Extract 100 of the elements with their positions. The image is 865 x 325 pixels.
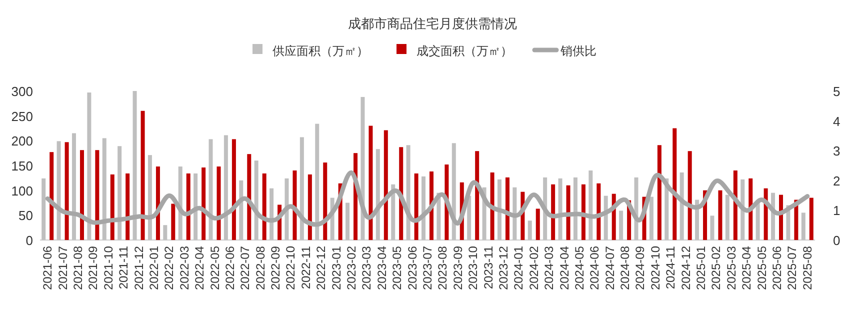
x-tick-label: 2023-08 xyxy=(436,246,450,290)
bar xyxy=(110,174,114,240)
x-tick-label: 2023-07 xyxy=(420,246,434,290)
x-tick-label: 2025-06 xyxy=(770,246,784,290)
bar xyxy=(262,173,266,240)
x-tick-label: 2023-12 xyxy=(496,246,510,290)
bar xyxy=(118,146,122,240)
bar xyxy=(672,128,677,240)
bar xyxy=(148,155,152,240)
legend-label: 成交面积（万㎡） xyxy=(416,44,512,58)
x-tick-label: 2025-03 xyxy=(724,246,738,290)
bar xyxy=(50,152,54,240)
bar xyxy=(368,126,373,240)
x-tick-label: 2021-07 xyxy=(56,246,70,290)
x-tick-label: 2021-12 xyxy=(132,246,146,290)
bar xyxy=(680,172,684,240)
x-tick-label: 2022-11 xyxy=(298,246,313,290)
x-tick-label: 2024-04 xyxy=(557,246,572,290)
x-tick-label: 2021-06 xyxy=(40,246,55,290)
x-tick-label: 2023-04 xyxy=(374,246,389,290)
y2-tick-label: 0 xyxy=(833,233,840,248)
y-tick-label: 0 xyxy=(26,233,33,248)
x-tick-label: 2022-08 xyxy=(253,246,268,290)
x-tick-label: 2022-06 xyxy=(222,246,237,290)
bar xyxy=(536,208,540,240)
bar xyxy=(247,154,252,240)
x-tick-label: 2023-10 xyxy=(466,246,480,290)
x-tick-label: 2024-12 xyxy=(678,246,693,290)
y-tick-label: 200 xyxy=(11,134,33,149)
x-tick-label: 2024-01 xyxy=(512,246,526,290)
x-tick-label: 2023-05 xyxy=(390,246,404,290)
bar xyxy=(725,194,730,240)
bar xyxy=(551,184,556,240)
bar xyxy=(132,91,137,240)
line-series xyxy=(45,170,810,227)
bar xyxy=(756,200,760,240)
x-tick-label: 2023-01 xyxy=(329,246,344,290)
bar xyxy=(505,177,510,240)
x-tick-label: 2022-10 xyxy=(284,246,298,290)
x-tick-label: 2024-10 xyxy=(648,246,662,290)
bar xyxy=(422,176,426,240)
bar xyxy=(186,173,190,240)
bar xyxy=(512,187,517,240)
bar xyxy=(657,145,662,240)
bar xyxy=(284,178,289,240)
bar xyxy=(224,135,228,240)
chart-title: 成都市商品住宅月度供需情况 xyxy=(348,16,517,31)
bar xyxy=(202,167,206,240)
bar xyxy=(490,172,494,240)
x-tick-label: 2022-04 xyxy=(192,246,207,290)
x-tick-label: 2022-05 xyxy=(208,246,222,290)
bar xyxy=(566,185,570,240)
bar xyxy=(809,198,814,240)
y-tick-label: 150 xyxy=(11,158,33,174)
x-tick-label: 2021-09 xyxy=(86,246,100,290)
y2-tick-label: 1 xyxy=(833,203,840,218)
x-tick-label: 2024-06 xyxy=(588,246,602,290)
bar xyxy=(171,204,176,240)
bar xyxy=(581,184,586,240)
bar xyxy=(748,178,753,240)
x-tick-label: 2021-10 xyxy=(101,246,116,290)
y2-tick-label: 5 xyxy=(833,84,840,99)
bar xyxy=(315,124,320,240)
bar xyxy=(163,225,168,240)
bar xyxy=(376,149,380,240)
bar xyxy=(801,212,806,240)
x-tick-label: 2024-08 xyxy=(618,246,632,290)
bar xyxy=(216,166,221,240)
bar xyxy=(391,184,396,240)
y-tick-label: 50 xyxy=(18,208,33,224)
bar xyxy=(239,180,244,240)
bar xyxy=(323,162,328,240)
bar xyxy=(232,139,236,240)
x-tick-label: 2022-12 xyxy=(314,246,328,290)
x-tick-label: 2024-09 xyxy=(633,246,648,290)
bar xyxy=(573,177,578,240)
x-tick-label: 2025-07 xyxy=(785,246,800,290)
y2-tick-label: 3 xyxy=(833,144,840,159)
x-tick-label: 2023-02 xyxy=(344,246,359,290)
bar xyxy=(254,160,258,240)
x-tick-label: 2024-07 xyxy=(602,246,617,290)
bar xyxy=(346,202,350,240)
bar xyxy=(42,178,46,240)
bar xyxy=(497,179,502,240)
bar xyxy=(194,173,198,240)
bar xyxy=(710,216,714,240)
bar xyxy=(718,190,722,240)
bar xyxy=(56,141,61,240)
y2-tick-label: 2 xyxy=(833,173,840,188)
bar xyxy=(80,150,84,240)
bar xyxy=(64,142,69,240)
x-tick-label: 2022-07 xyxy=(238,246,252,290)
x-tick-label: 2023-09 xyxy=(450,246,465,290)
x-tick-label: 2024-05 xyxy=(572,246,586,290)
x-tick-label: 2024-11 xyxy=(664,246,678,290)
x-tick-label: 2022-09 xyxy=(268,246,283,290)
x-tick-label: 2024-03 xyxy=(542,246,556,290)
x-tick-label: 2023-03 xyxy=(360,246,374,290)
bar xyxy=(95,150,100,240)
bar xyxy=(102,138,106,240)
